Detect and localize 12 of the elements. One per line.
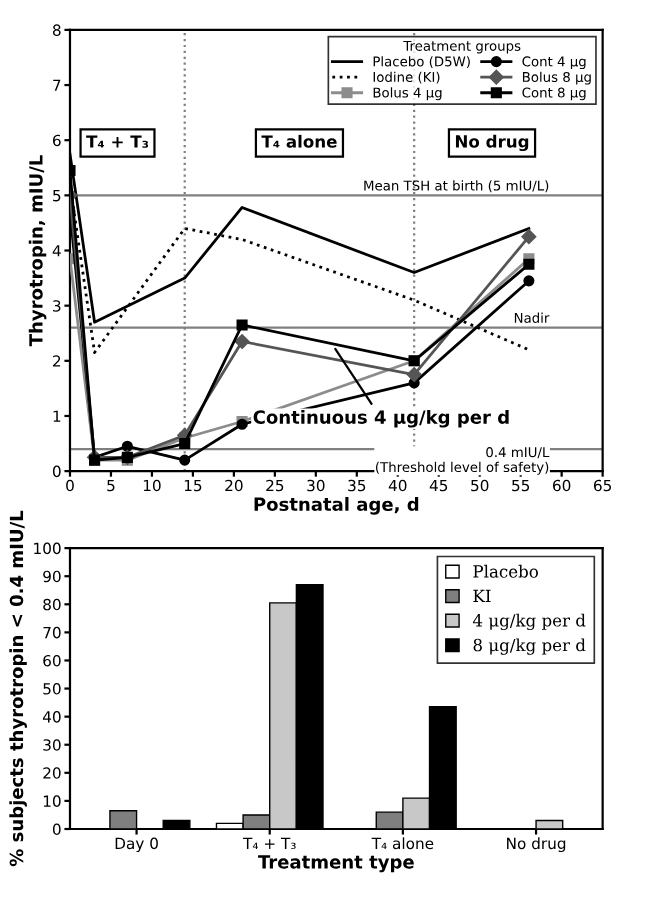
legend-label: Placebo bbox=[473, 564, 538, 578]
annotation: No drug bbox=[455, 134, 529, 152]
annotation: T₄ alone bbox=[261, 134, 337, 148]
x-axis-title: Postnatal age, d bbox=[254, 497, 419, 515]
legend-label: 8 μg/kg per d bbox=[473, 638, 586, 655]
x-axis-title: Treatment type bbox=[258, 855, 414, 873]
annotation: T₄ + T₃ bbox=[86, 135, 149, 148]
y-axis-title: Thyrotropin, mIU/L bbox=[28, 155, 47, 347]
y-axis-title: % subjects thyrotropin < 0.4 mIU/L bbox=[9, 510, 27, 867]
legend-label: KI bbox=[473, 589, 491, 602]
legend-label: 4 μg/kg per d bbox=[472, 613, 586, 631]
annotation: Continuous 4 μg/kg per d bbox=[253, 409, 509, 428]
